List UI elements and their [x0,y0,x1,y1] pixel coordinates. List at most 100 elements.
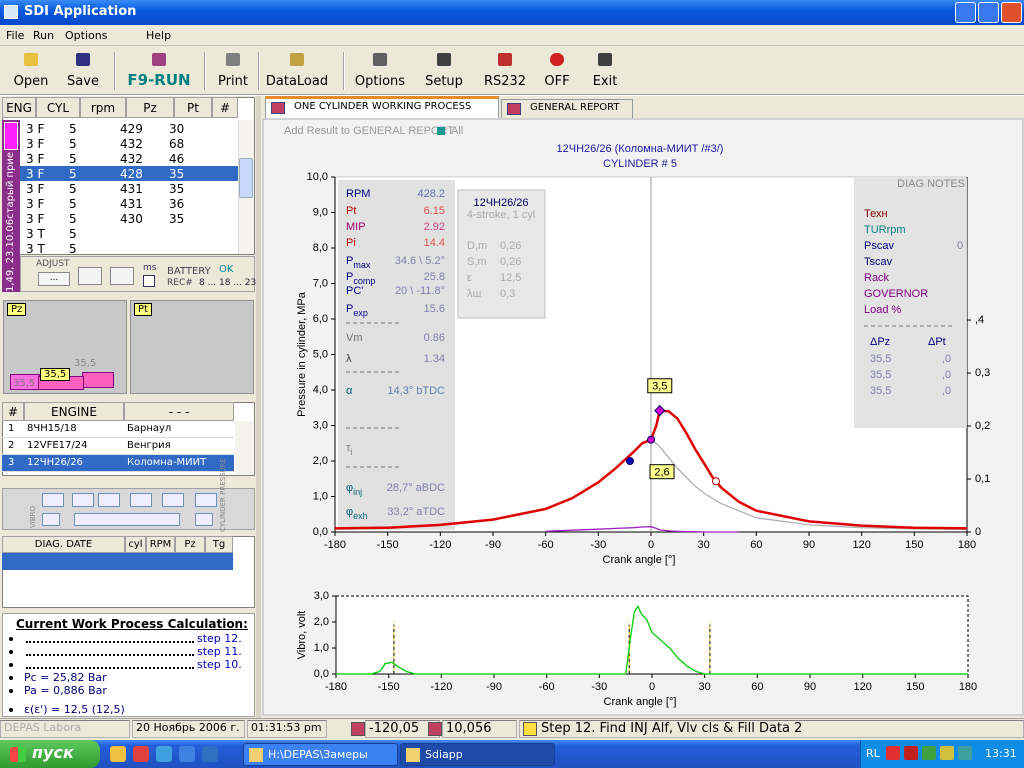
note-cell: ,0 [942,353,951,365]
quick-launch[interactable] [110,746,126,762]
toolbar-icon [550,53,564,66]
nav-button[interactable] [42,513,60,526]
menu-border [0,45,1024,46]
toolbar-icon [437,53,451,66]
toolbar-button[interactable]: Print [218,74,248,89]
menu-item[interactable]: File [6,29,25,42]
info-icon [4,122,18,150]
toolbar-button[interactable]: DataLoad [265,74,329,89]
nav-button[interactable] [195,513,213,526]
nav-button[interactable] [98,493,120,507]
status-text: Step 12. Find INJ Alf, Vlv cls & Fill Da… [541,721,803,736]
calc-bg [2,613,255,717]
toolbar-button[interactable]: Open [13,74,49,89]
x-tick-label: -60 [538,539,554,551]
toolbar-button[interactable]: Exit [592,74,618,89]
quick-launch[interactable] [133,746,149,762]
window-button[interactable] [955,2,976,23]
param-value: 20 \ -11.8° [395,285,445,297]
table-header: CYL [36,97,80,118]
side-label: 1,49, 23.10.06старый прие [5,151,16,292]
leader-dots [26,667,194,669]
note-cell: 35,5 [870,369,891,381]
tray-icon[interactable] [958,746,972,760]
selected-row[interactable] [2,455,234,472]
table-cell: 430 [120,212,143,226]
engine-value: 12,5 [500,272,521,284]
calc-step: step 11. [197,645,242,658]
adjust-button[interactable]: ... [38,272,70,286]
table-cell: 3 F [26,182,45,196]
note-header: ΔPz [870,336,890,348]
nav-button[interactable] [195,493,217,507]
toolbar-icon [24,53,38,66]
engine-title: 12ЧН26/26 [473,197,528,209]
param-sub: exh [353,511,368,521]
y-tick-label: 1,0 [313,490,328,502]
report-checkbox[interactable] [437,127,445,135]
menu-item[interactable]: Help [146,29,172,42]
start-button[interactable]: пуск [0,740,100,768]
toolbar-icon [226,53,240,66]
x-tick-label: 180 [959,681,977,693]
clear-button[interactable] [74,513,180,526]
calc-title: Current Work Process Calculation: [16,617,248,631]
y-tick-label: 0,0 [314,668,329,680]
table-cell: 5 [69,167,77,181]
tray-icon[interactable] [922,746,936,760]
table-header: Pz [126,97,174,118]
table-header: RPM [146,536,175,553]
confirm-button[interactable] [110,267,134,285]
param-value: 25.8 [424,271,445,283]
scroll-thumb[interactable] [239,158,253,198]
nav-button[interactable] [42,493,64,507]
taskbar-task[interactable]: Sdiapp [400,743,555,766]
nav-button[interactable] [72,493,94,507]
note-item: GOVERNOR [864,288,928,300]
param-name: P [346,271,353,283]
selected-row[interactable] [2,553,233,570]
y-tick-label: 7,0 [313,277,328,289]
menu-item[interactable]: Run [33,29,55,42]
table-cell: 3 F [26,137,45,151]
tab[interactable]: GENERAL REPORT [501,99,633,118]
table-cell: 36 [169,197,185,211]
tray-icon[interactable] [886,746,900,760]
engine-value: 0,26 [500,256,521,268]
tray-icon[interactable] [904,746,918,760]
tray-icon[interactable] [940,746,954,760]
start-label: пуск [32,743,74,762]
toolbar-button[interactable]: OFF [544,74,570,89]
table-cell: 432 [120,137,143,151]
toolbar-button[interactable]: RS232 [483,74,527,89]
tray-lang: RL [866,747,880,760]
ms-checkbox[interactable] [143,275,155,287]
quick-launch[interactable] [202,746,218,762]
toolbar-button[interactable]: Setup [425,74,463,89]
selected-row[interactable] [20,166,238,181]
nav-button[interactable] [130,493,152,507]
x-tick-label: 90 [804,681,816,693]
table-row[interactable] [2,438,234,455]
window-button[interactable] [978,2,999,23]
param-value: 428.2 [417,188,445,200]
nav-button[interactable] [162,493,184,507]
toolbar-button[interactable]: Options [354,74,406,89]
table-cell: 3 F [26,152,45,166]
close-button[interactable] [1001,2,1022,23]
table-cell: 5 [69,182,77,196]
toolbar-button[interactable]: F9-RUN [127,71,191,89]
x-tick-label: -120 [429,539,451,551]
taskbar-task[interactable]: H:\DEPAS\Замеры [243,743,398,766]
table-cell: 428 [120,167,143,181]
param-value: 33,2° aTDC [387,506,445,518]
tab[interactable]: ONE CYLINDER WORKING PROCESS [265,96,499,118]
play-button[interactable] [78,267,102,285]
quick-launch[interactable] [156,746,172,762]
quick-launch[interactable] [179,746,195,762]
menu-item[interactable]: Options [65,29,108,42]
table-row[interactable] [2,421,234,438]
engine-param: λш [467,288,482,300]
toolbar-button[interactable]: Save [67,74,99,89]
table-cell: 3 F [26,212,45,226]
